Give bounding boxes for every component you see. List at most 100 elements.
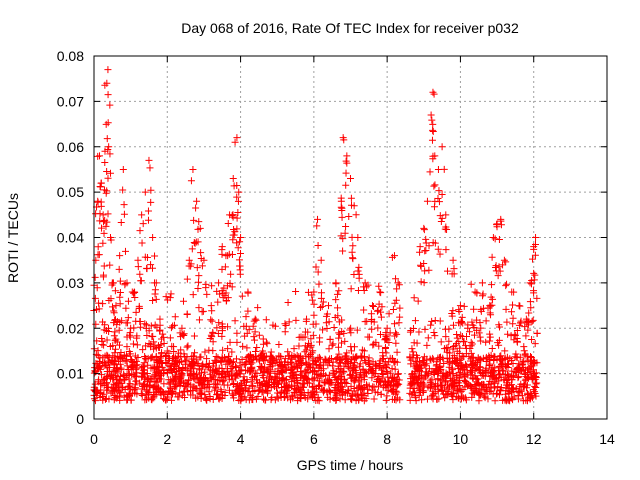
data-point: [297, 391, 305, 399]
data-point: [190, 332, 198, 340]
data-point: [192, 204, 200, 212]
data-point: [224, 220, 232, 228]
data-point: [316, 353, 324, 361]
data-point: [498, 355, 506, 363]
data-point: [104, 174, 112, 182]
y-tick-label: 0: [76, 411, 84, 427]
data-point: [300, 383, 308, 391]
data-point: [330, 367, 338, 375]
data-point: [379, 370, 387, 378]
data-point: [517, 367, 525, 375]
data-point: [189, 165, 197, 173]
data-point: [476, 363, 484, 371]
data-point: [348, 392, 356, 400]
data-point: [103, 379, 111, 387]
data-point: [309, 357, 317, 365]
x-tick-label: 8: [383, 431, 391, 447]
data-point: [211, 376, 219, 384]
data-point: [155, 343, 163, 351]
data-point: [206, 334, 214, 342]
data-point: [203, 355, 211, 363]
data-point: [262, 338, 270, 346]
data-point: [124, 392, 132, 400]
data-point: [199, 307, 207, 315]
data-point: [338, 368, 346, 376]
data-point: [440, 384, 448, 392]
data-point: [255, 331, 263, 339]
data-point: [117, 389, 125, 397]
data-point: [325, 302, 333, 310]
data-point: [337, 232, 345, 240]
data-point: [419, 380, 427, 388]
data-point: [392, 275, 400, 283]
data-point: [198, 262, 206, 270]
data-point: [457, 355, 465, 363]
data-point: [516, 302, 524, 310]
data-point: [255, 387, 263, 395]
data-point: [473, 289, 481, 297]
data-point: [471, 380, 479, 388]
data-point: [176, 389, 184, 397]
data-point: [435, 187, 443, 195]
data-point: [410, 351, 418, 359]
data-point: [460, 302, 468, 310]
data-point: [232, 364, 240, 372]
data-point: [487, 366, 495, 374]
data-point: [337, 356, 345, 364]
data-point: [228, 211, 236, 219]
data-point: [406, 354, 414, 362]
data-point: [152, 378, 160, 386]
data-point: [335, 365, 343, 373]
data-point: [422, 371, 430, 379]
data-point: [243, 344, 251, 352]
data-point: [531, 359, 539, 367]
data-point: [338, 391, 346, 399]
data-point: [173, 382, 181, 390]
data-point: [455, 307, 463, 315]
axis-tick-labels: 0 2 4 6 8 10 12 14 0 0.01 0.02 0.03 0.04 0.05 0.06 0.07…: [57, 48, 615, 447]
y-tick-label: 0.04: [57, 230, 84, 246]
data-point: [406, 389, 414, 397]
data-point: [141, 373, 149, 381]
data-point: [162, 359, 170, 367]
data-point: [463, 333, 471, 341]
data-point: [409, 348, 417, 356]
data-point: [378, 370, 386, 378]
data-point: [180, 331, 188, 339]
data-point: [166, 334, 174, 342]
data-point: [116, 277, 124, 285]
data-point: [100, 218, 108, 226]
data-point: [525, 309, 533, 317]
data-point: [234, 244, 242, 252]
data-point: [228, 283, 236, 291]
data-point: [147, 198, 155, 206]
data-point: [212, 384, 220, 392]
data-point: [308, 296, 316, 304]
data-point: [358, 353, 366, 361]
data-point: [314, 241, 322, 249]
data-point: [104, 91, 112, 99]
data-point: [277, 393, 285, 401]
data-point: [222, 297, 230, 305]
y-tick-label: 0.07: [57, 93, 84, 109]
data-point: [430, 203, 438, 211]
data-point: [511, 330, 519, 338]
data-point: [504, 370, 512, 378]
data-point: [124, 314, 132, 322]
y-tick-label: 0.01: [57, 366, 84, 382]
data-point: [190, 375, 198, 383]
data-point: [313, 370, 321, 378]
data-point: [102, 120, 110, 128]
data-point: [109, 279, 117, 287]
data-point: [100, 326, 108, 334]
data-point: [185, 360, 193, 368]
data-point: [344, 357, 352, 365]
data-point: [116, 300, 124, 308]
data-point: [206, 393, 214, 401]
data-point: [336, 372, 344, 380]
data-point: [314, 268, 322, 276]
data-point: [496, 267, 504, 275]
data-point: [157, 375, 165, 383]
data-point: [105, 395, 113, 403]
data-point: [343, 389, 351, 397]
